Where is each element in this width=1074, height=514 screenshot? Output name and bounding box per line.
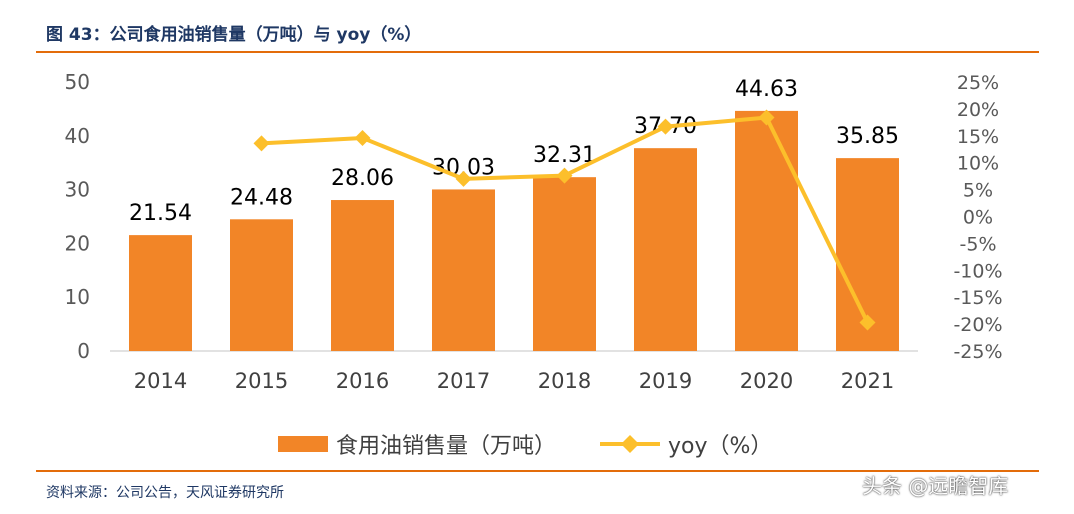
y-left-tick-label: 40 bbox=[65, 124, 90, 148]
x-axis: 2014 2015 2016 2017 2018 2019 2020 2021 bbox=[134, 369, 894, 393]
legend: 食用油销售量（万吨） yoy（%） bbox=[278, 434, 772, 459]
y-axis-left: 0 10 20 30 40 50 bbox=[65, 70, 90, 363]
yoy-marker bbox=[657, 118, 674, 135]
y-right-tick-label: 20% bbox=[957, 99, 999, 121]
bar-data-label: 44.63 bbox=[735, 77, 798, 102]
y-left-tick-label: 30 bbox=[65, 178, 90, 202]
x-tick-label: 2014 bbox=[134, 369, 187, 393]
bar bbox=[634, 148, 697, 351]
bar-data-label: 24.48 bbox=[230, 185, 293, 210]
yoy-marker bbox=[859, 314, 876, 331]
bar-data-label: 28.06 bbox=[331, 166, 394, 191]
y-right-tick-label: -5% bbox=[960, 233, 997, 255]
y-left-tick-label: 20 bbox=[65, 231, 90, 255]
bar-data-label: 35.85 bbox=[836, 124, 899, 149]
legend-label-bars: 食用油销售量（万吨） bbox=[336, 434, 556, 459]
y-right-tick-label: 10% bbox=[957, 153, 999, 175]
yoy-line-series bbox=[253, 109, 876, 331]
source-note: 资料来源：公司公告，天风证券研究所 bbox=[46, 485, 284, 501]
bar bbox=[230, 219, 293, 351]
yoy-marker bbox=[354, 129, 371, 146]
bar-data-label: 21.54 bbox=[129, 201, 192, 226]
bar-series bbox=[129, 110, 899, 352]
x-tick-label: 2020 bbox=[740, 369, 793, 393]
y-right-tick-label: -15% bbox=[953, 287, 1002, 309]
yoy-marker bbox=[455, 170, 472, 187]
y-left-tick-label: 50 bbox=[65, 70, 90, 94]
y-axis-right: 25% 20% 15% 10% 5% 0% -5% -10% -15% -20% -25% bbox=[953, 72, 1002, 363]
watermark: 头条 @远瞻智库 bbox=[862, 474, 1009, 498]
chart-title: 图 43：公司食用油销售量（万吨）与 yoy（%） bbox=[46, 25, 422, 45]
y-right-tick-label: 0% bbox=[963, 207, 993, 229]
bar bbox=[432, 189, 495, 351]
legend-label-line: yoy（%） bbox=[668, 434, 772, 459]
x-tick-label: 2018 bbox=[538, 369, 591, 393]
y-right-tick-label: -10% bbox=[953, 260, 1002, 282]
top-rule bbox=[36, 51, 1039, 53]
x-tick-label: 2015 bbox=[235, 369, 288, 393]
y-left-tick-label: 0 bbox=[77, 339, 90, 363]
bar bbox=[533, 177, 596, 351]
legend-swatch-bars bbox=[278, 436, 328, 452]
y-right-tick-label: 15% bbox=[957, 126, 999, 148]
x-tick-label: 2021 bbox=[841, 369, 894, 393]
y-right-tick-label: 5% bbox=[963, 180, 993, 202]
bar bbox=[129, 235, 192, 351]
x-tick-label: 2016 bbox=[336, 369, 389, 393]
y-right-tick-label: -25% bbox=[953, 341, 1002, 363]
y-left-tick-label: 10 bbox=[65, 285, 90, 309]
yoy-marker bbox=[758, 109, 775, 126]
legend-swatch-marker bbox=[621, 435, 639, 453]
x-tick-label: 2019 bbox=[639, 369, 692, 393]
y-right-tick-label: 25% bbox=[957, 72, 999, 94]
yoy-marker bbox=[253, 135, 270, 152]
bottom-rule bbox=[36, 470, 1039, 472]
bar bbox=[735, 110, 798, 352]
x-tick-label: 2017 bbox=[437, 369, 490, 393]
yoy-marker bbox=[556, 167, 573, 184]
chart: 0 10 20 30 40 50 25% 20% 15% 10% 5% 0% -5% -10% -15% -… bbox=[65, 70, 1003, 459]
bar bbox=[331, 200, 394, 351]
y-right-tick-label: -20% bbox=[953, 314, 1002, 336]
